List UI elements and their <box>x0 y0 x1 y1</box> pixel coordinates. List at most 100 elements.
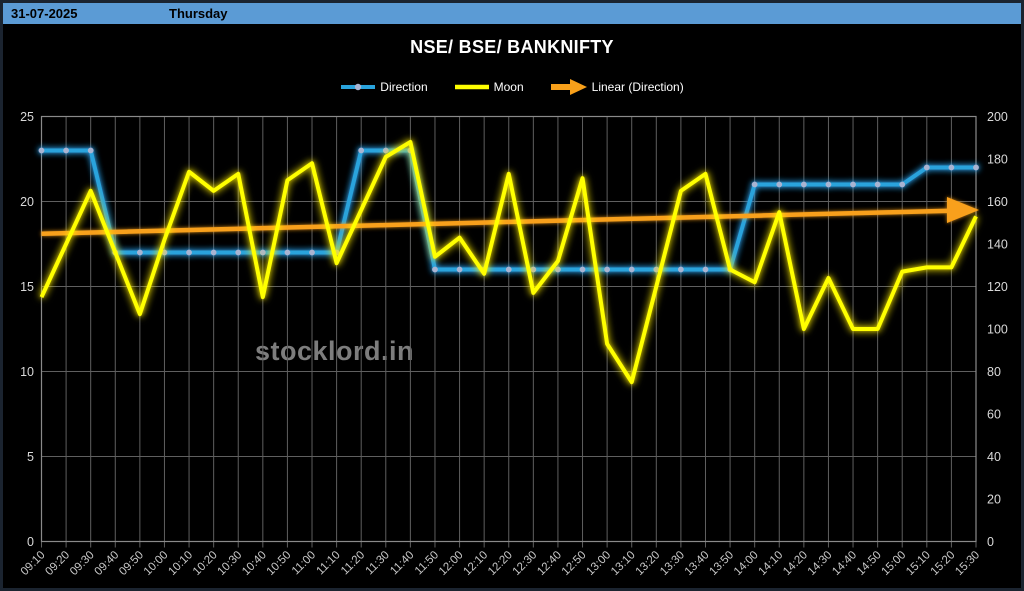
direction-marker <box>358 147 365 154</box>
svg-text:100: 100 <box>987 323 1008 337</box>
svg-text:13:40: 13:40 <box>683 549 712 578</box>
chart-title: NSE/ BSE/ BANKNIFTY <box>410 37 614 57</box>
svg-text:200: 200 <box>987 110 1008 124</box>
svg-text:80: 80 <box>987 365 1001 379</box>
date-header-bar: 31-07-2025 Thursday <box>3 3 1021 26</box>
direction-marker <box>874 181 881 188</box>
svg-text:13:20: 13:20 <box>634 549 663 578</box>
svg-text:40: 40 <box>987 450 1001 464</box>
svg-text:09:20: 09:20 <box>43 549 72 578</box>
chart-legend: Direction Moon Linear (Direction) <box>3 78 1021 96</box>
direction-marker <box>899 181 906 188</box>
svg-text:15:00: 15:00 <box>880 549 909 578</box>
direction-marker <box>38 147 45 154</box>
direction-line <box>41 148 976 272</box>
svg-text:60: 60 <box>987 408 1001 422</box>
svg-text:10:30: 10:30 <box>216 549 245 578</box>
svg-text:12:50: 12:50 <box>560 549 589 578</box>
svg-text:10:10: 10:10 <box>166 549 195 578</box>
direction-marker <box>63 147 69 154</box>
date-label: 31-07-2025 <box>11 6 78 21</box>
direction-line-icon <box>341 83 376 91</box>
svg-text:12:00: 12:00 <box>437 549 466 578</box>
direction-marker <box>309 249 315 256</box>
direction-marker <box>87 147 94 154</box>
direction-marker <box>973 164 979 171</box>
svg-text:25: 25 <box>20 110 34 124</box>
svg-text:14:30: 14:30 <box>806 549 835 578</box>
direction-marker <box>800 181 807 188</box>
svg-text:10:20: 10:20 <box>191 549 220 578</box>
weekday-label: Thursday <box>169 6 228 21</box>
direction-marker <box>481 266 488 273</box>
gridlines <box>41 116 977 548</box>
svg-text:11:40: 11:40 <box>388 549 416 577</box>
direction-series <box>38 147 979 273</box>
svg-text:10:00: 10:00 <box>142 549 171 578</box>
svg-text:0: 0 <box>987 535 994 549</box>
direction-marker <box>235 249 242 256</box>
direction-marker <box>677 266 684 273</box>
svg-text:11:00: 11:00 <box>290 549 318 577</box>
svg-text:14:50: 14:50 <box>855 549 884 578</box>
direction-marker <box>825 181 832 188</box>
direction-marker <box>948 164 955 171</box>
direction-marker <box>407 147 414 154</box>
trendline-series <box>41 197 979 237</box>
svg-text:12:10: 12:10 <box>461 549 490 578</box>
direction-marker <box>653 266 660 273</box>
direction-marker <box>186 249 192 256</box>
svg-text:09:30: 09:30 <box>68 549 97 578</box>
legend-label-moon: Moon <box>493 80 524 94</box>
svg-text:180: 180 <box>987 153 1008 167</box>
direction-marker <box>456 266 463 273</box>
direction-marker <box>923 164 930 171</box>
svg-text:09:10: 09:10 <box>19 549 48 578</box>
svg-text:13:30: 13:30 <box>658 549 687 578</box>
direction-marker <box>112 249 119 256</box>
trendline <box>41 208 952 237</box>
svg-text:20: 20 <box>987 493 1001 507</box>
svg-text:09:50: 09:50 <box>117 549 146 578</box>
direction-marker <box>161 249 168 256</box>
watermark: stocklord.in <box>255 336 415 366</box>
direction-marker <box>850 181 856 188</box>
svg-text:15:20: 15:20 <box>929 549 958 578</box>
svg-text:120: 120 <box>987 280 1008 294</box>
direction-marker <box>284 249 291 256</box>
svg-text:09:40: 09:40 <box>93 549 122 578</box>
svg-text:5: 5 <box>27 450 34 464</box>
svg-text:10:40: 10:40 <box>240 549 269 578</box>
svg-text:14:40: 14:40 <box>830 549 859 578</box>
svg-text:11:20: 11:20 <box>339 549 367 577</box>
svg-text:0: 0 <box>27 535 34 549</box>
svg-text:11:10: 11:10 <box>314 549 342 577</box>
svg-text:12:20: 12:20 <box>486 549 515 578</box>
svg-text:14:20: 14:20 <box>781 549 810 578</box>
moon-line <box>39 140 978 385</box>
direction-marker <box>604 266 611 273</box>
direction-marker <box>382 147 389 154</box>
svg-text:15: 15 <box>20 280 34 294</box>
svg-text:14:10: 14:10 <box>757 549 786 578</box>
svg-text:13:00: 13:00 <box>584 549 613 578</box>
direction-marker <box>727 266 733 273</box>
right-axis-labels: 0 20 40 60 80 100 120 140 160 180 200 <box>987 110 1008 549</box>
direction-marker <box>259 249 266 256</box>
direction-marker <box>432 266 438 273</box>
direction-marker <box>579 266 586 273</box>
svg-text:12:30: 12:30 <box>511 549 540 578</box>
moon-series <box>39 140 978 385</box>
moon-line-icon <box>454 84 489 90</box>
legend-item-direction: Direction <box>340 80 428 94</box>
direction-marker <box>702 266 709 273</box>
direction-marker <box>751 181 758 188</box>
x-axis-labels: 09:1009:2009:3009:4009:5010:0010:1010:20… <box>19 549 982 578</box>
svg-text:15:30: 15:30 <box>953 549 982 578</box>
svg-text:13:50: 13:50 <box>707 549 736 578</box>
svg-text:11:50: 11:50 <box>413 549 441 577</box>
direction-marker <box>530 266 537 273</box>
direction-marker <box>555 266 561 273</box>
legend-item-linear: Linear (Direction) <box>550 78 684 96</box>
